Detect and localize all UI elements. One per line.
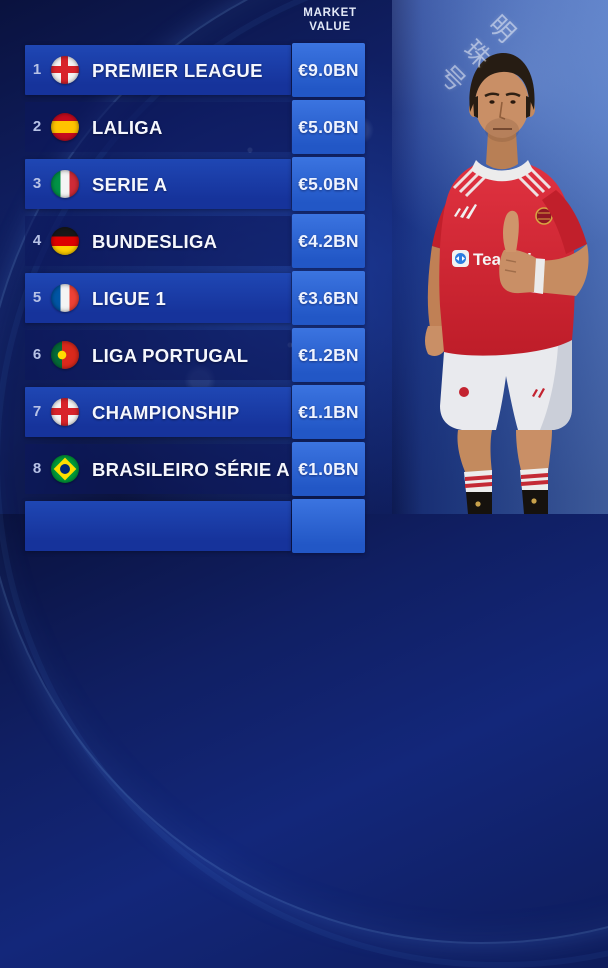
- league-name: SERIE A: [92, 174, 168, 195]
- league-name: LIGA PORTUGAL: [92, 345, 249, 366]
- market-value-badge: €5.0BN: [292, 100, 365, 154]
- brazil-flag-icon: [51, 455, 79, 483]
- league-name: PREMIER LEAGUE: [92, 60, 263, 81]
- rank-number: 2: [32, 118, 42, 135]
- market-value-text: €9.0BN: [298, 59, 359, 80]
- market-value-text: €3.6BN: [298, 287, 359, 308]
- italy-flag-icon: [51, 170, 79, 198]
- league-name: BUNDESLIGA: [92, 231, 218, 252]
- table-row: 6 LIGA PORTUGAL €1.2BN: [0, 328, 400, 382]
- player-socks: [464, 468, 548, 514]
- infographic-canvas: { "header": { "market_value_line1": "MAR…: [0, 0, 608, 514]
- table-row: 7 CHAMPIONSHIP €1.1BN: [0, 385, 400, 439]
- league-name: LIGUE 1: [92, 288, 167, 309]
- england-flag-icon: [51, 398, 79, 426]
- rank-number: 5: [32, 289, 42, 306]
- player-image: TeamVi: [425, 52, 589, 514]
- spain-flag-icon: [51, 113, 79, 141]
- market-value-badge: €4.2BN: [292, 214, 365, 268]
- germany-flag-icon: [51, 227, 79, 255]
- shorts-crest-icon: [459, 387, 469, 397]
- market-value-badge: €5.0BN: [292, 157, 365, 211]
- table-row: 8 BRASILEIRO SÉRIE A €1.0BN: [0, 442, 400, 496]
- england-flag-icon: [51, 56, 79, 84]
- table-row: 2 LALIGA €5.0BN: [0, 100, 400, 154]
- league-name: CHAMPIONSHIP: [92, 402, 240, 423]
- market-value-text: €1.2BN: [298, 344, 359, 365]
- rank-number: 3: [32, 175, 42, 192]
- league-name: LALIGA: [92, 117, 163, 138]
- market-value-text: €1.0BN: [298, 458, 359, 479]
- rank-number: 6: [32, 346, 42, 363]
- market-value-header-line2: VALUE: [309, 21, 351, 34]
- thumbs-up-fist: [499, 249, 536, 294]
- market-value-badge: €1.1BN: [292, 385, 365, 439]
- market-value-text: €4.2BN: [298, 230, 359, 251]
- rank-number: 4: [32, 232, 42, 249]
- rank-number: 8: [32, 460, 42, 477]
- market-value-text: €5.0BN: [298, 116, 359, 137]
- market-value-badge: €3.6BN: [292, 271, 365, 325]
- rank-number: 1: [32, 61, 42, 78]
- rank-number: 7: [32, 403, 42, 420]
- market-value-badge: [292, 499, 365, 553]
- table-row: 4 BUNDESLIGA €4.2BN: [0, 214, 400, 268]
- table-row-partial: [0, 499, 400, 553]
- market-value-badge: €9.0BN: [292, 43, 365, 97]
- market-value-header: MARKET VALUE: [270, 6, 390, 35]
- market-value-text: €5.0BN: [298, 173, 359, 194]
- row-bar: [25, 501, 291, 551]
- market-value-text: €1.1BN: [298, 401, 359, 422]
- market-value-badge: €1.2BN: [292, 328, 365, 382]
- market-value-badge: €1.0BN: [292, 442, 365, 496]
- france-flag-icon: [51, 284, 79, 312]
- table-row: 1 PREMIER LEAGUE €9.0BN: [0, 43, 400, 97]
- table-row: 3 SERIE A €5.0BN: [0, 157, 400, 211]
- market-value-header-line1: MARKET: [303, 7, 357, 19]
- league-name: BRASILEIRO SÉRIE A: [92, 459, 290, 480]
- table-row: 5 LIGUE 1 €3.6BN: [0, 271, 400, 325]
- portugal-flag-icon: [51, 341, 79, 369]
